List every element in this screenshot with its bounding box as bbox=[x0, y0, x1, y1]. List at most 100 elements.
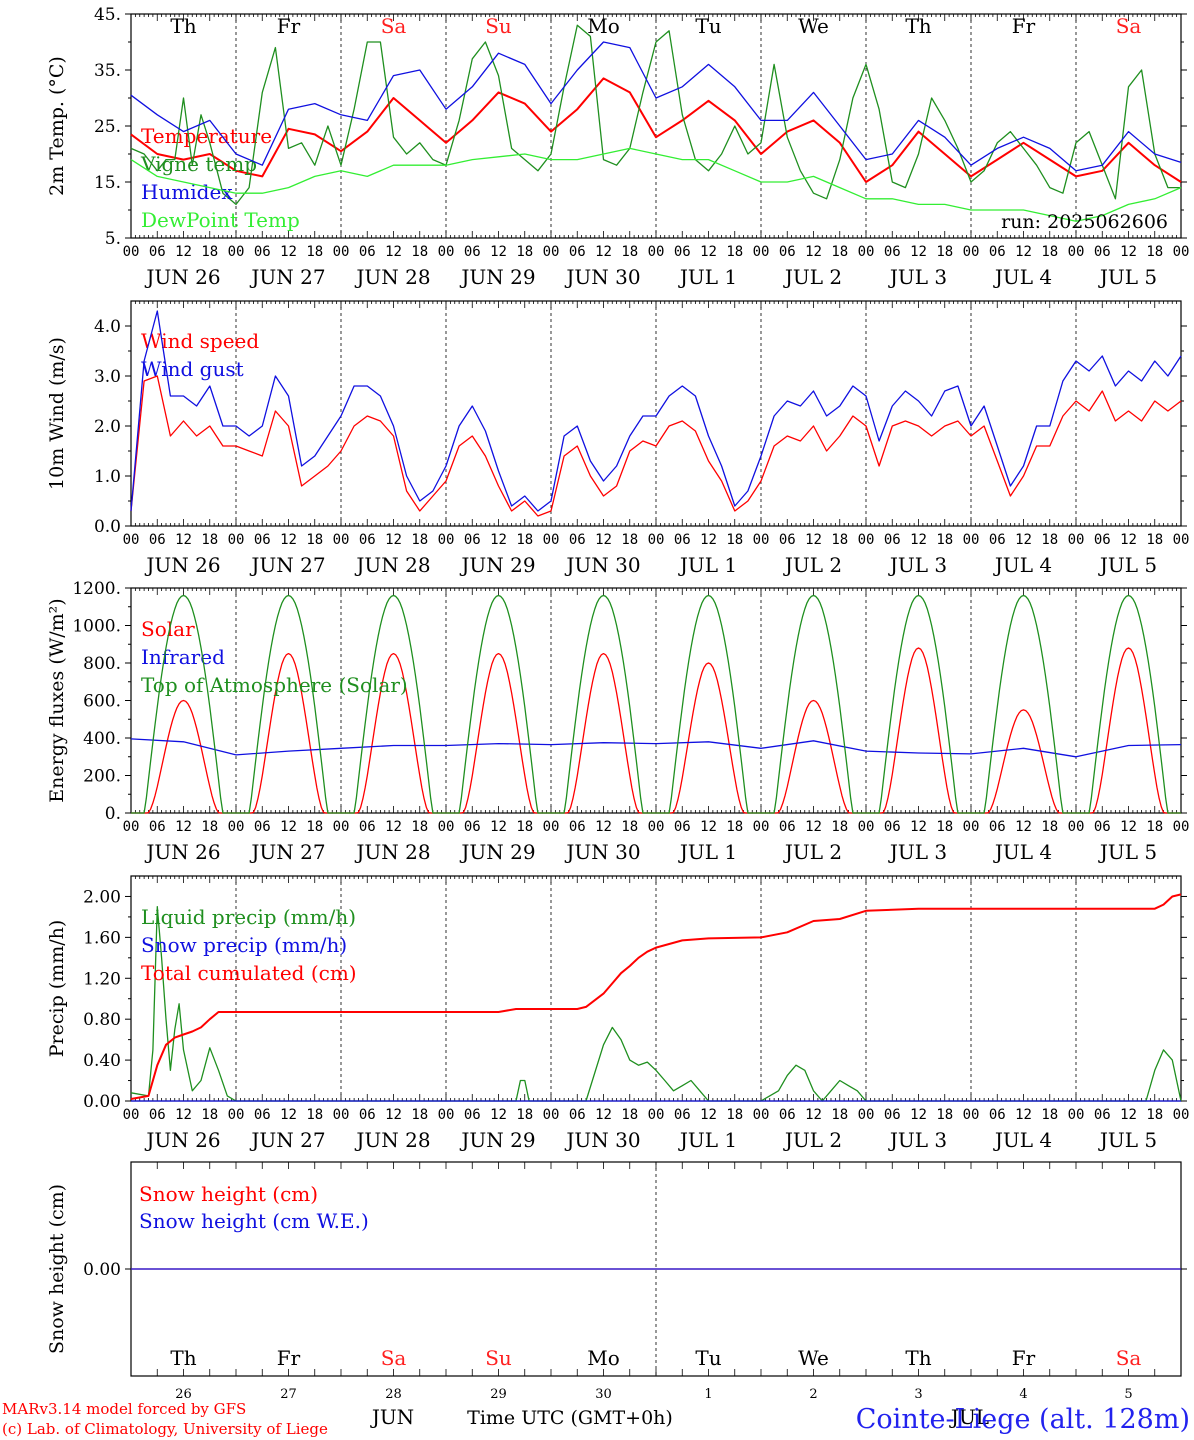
series-line-humidex bbox=[130, 41, 1182, 172]
x-hour-label: 00 bbox=[963, 244, 980, 260]
x-hour-label: 06 bbox=[884, 532, 901, 548]
weekday-label: Su bbox=[485, 14, 512, 38]
panel-5: 0.00 Snow height (cm) Th Fr Sa Su Mo Tu We Th Fr Sa… bbox=[46, 1161, 1187, 1402]
plot-frame bbox=[130, 300, 1182, 527]
x-hour-label: 00 bbox=[858, 244, 875, 260]
y-axis-title: Energy fluxes (W/m²) bbox=[46, 598, 68, 802]
x-hour-label: 06 bbox=[674, 244, 691, 260]
x-hour-label: 12 bbox=[385, 819, 402, 835]
legend-entry: Wind speed bbox=[141, 329, 259, 353]
legend-entry: Total cumulated (cm) bbox=[141, 961, 357, 985]
x-hour-label: 06 bbox=[1094, 244, 1111, 260]
x-date-label: JUL 3 bbox=[888, 840, 947, 864]
x-date-label: JUN 30 bbox=[564, 840, 640, 864]
x-hour-label: 00 bbox=[333, 819, 350, 835]
legend-entry: DewPoint Temp bbox=[141, 208, 300, 232]
x-date-label: JUN 26 bbox=[144, 265, 220, 289]
x-hour-label: 06 bbox=[359, 819, 376, 835]
x-date-label: JUL 1 bbox=[678, 265, 737, 289]
x-hour-label: 18 bbox=[201, 1107, 218, 1123]
x-hour-label: 18 bbox=[621, 244, 638, 260]
x-hour-label: 18 bbox=[726, 819, 743, 835]
plot-frame bbox=[130, 13, 1182, 239]
x-hour-label: 18 bbox=[516, 819, 533, 835]
x-hour-label: 06 bbox=[989, 244, 1006, 260]
model-credit-line1: MARv3.14 model forced by GFS bbox=[2, 1400, 246, 1418]
x-hour-label: 00 bbox=[753, 244, 770, 260]
x-hour-label: 18 bbox=[306, 532, 323, 548]
weekday-label: Sa bbox=[1116, 1346, 1142, 1370]
x-hour-label: 06 bbox=[359, 244, 376, 260]
x-date-label: JUN 26 bbox=[144, 553, 220, 577]
x-hour-label: 06 bbox=[989, 819, 1006, 835]
x-hour-label: 06 bbox=[884, 819, 901, 835]
x-date-label: JUL 5 bbox=[1098, 265, 1157, 289]
x-hour-label: 18 bbox=[516, 1107, 533, 1123]
station-label: Cointe-Liege (alt. 128m) bbox=[856, 1404, 1190, 1435]
x-hour-label: 00 bbox=[648, 819, 665, 835]
x-hour-label: 00 bbox=[1068, 819, 1085, 835]
x-hour-label: 12 bbox=[280, 1107, 297, 1123]
day-number-label: 29 bbox=[490, 1387, 507, 1402]
x-hour-label: 06 bbox=[779, 819, 796, 835]
x-hour-label: 12 bbox=[490, 244, 507, 260]
y-tick-label: 0.40 bbox=[83, 1051, 121, 1071]
x-hour-label: 06 bbox=[989, 1107, 1006, 1123]
weekday-label: Th bbox=[170, 1346, 196, 1370]
y-tick-label: 1.20 bbox=[83, 969, 121, 989]
x-hour-label: 06 bbox=[464, 244, 481, 260]
weekday-label: Mo bbox=[587, 14, 620, 38]
x-hour-label: 00 bbox=[858, 532, 875, 548]
y-tick-label: 600. bbox=[83, 692, 121, 712]
x-hour-label: 06 bbox=[464, 819, 481, 835]
y-tick-label: 0.00 bbox=[83, 1092, 121, 1112]
x-hour-label: 18 bbox=[1146, 532, 1163, 548]
x-hour-label: 18 bbox=[726, 532, 743, 548]
weekday-label: Su bbox=[485, 1346, 512, 1370]
x-hour-label: 00 bbox=[543, 532, 560, 548]
legend-entry: Top of Atmosphere (Solar) bbox=[141, 673, 408, 697]
weekday-label: Sa bbox=[1116, 14, 1142, 38]
x-hour-label: 18 bbox=[1041, 819, 1058, 835]
day-number-label: 26 bbox=[175, 1387, 192, 1402]
weekday-label: Tu bbox=[695, 1346, 721, 1370]
x-hour-label: 12 bbox=[1120, 244, 1137, 260]
day-number-label: 5 bbox=[1124, 1387, 1132, 1402]
series-line-liquid-precip-mm-h bbox=[130, 906, 1182, 1102]
x-hour-label: 12 bbox=[805, 819, 822, 835]
plot-frame bbox=[130, 587, 1182, 814]
x-date-label: JUL 5 bbox=[1098, 1128, 1157, 1152]
y-tick-label: 15. bbox=[94, 173, 121, 193]
x-date-label: JUL 1 bbox=[678, 1128, 737, 1152]
x-hour-label: 06 bbox=[779, 244, 796, 260]
x-hour-label: 06 bbox=[569, 819, 586, 835]
x-hour-label: 06 bbox=[989, 532, 1006, 548]
x-date-label: JUL 3 bbox=[888, 1128, 947, 1152]
x-hour-label: 12 bbox=[385, 244, 402, 260]
x-hour-label: 00 bbox=[228, 819, 245, 835]
x-hour-label: 00 bbox=[963, 819, 980, 835]
x-date-label: JUN 29 bbox=[459, 265, 535, 289]
x-hour-label: 12 bbox=[1015, 532, 1032, 548]
x-hour-label: 12 bbox=[490, 532, 507, 548]
x-hour-label: 12 bbox=[385, 532, 402, 548]
y-tick-label: 25. bbox=[94, 117, 121, 137]
day-number-label: 4 bbox=[1019, 1387, 1027, 1402]
x-date-label: JUN 27 bbox=[249, 553, 325, 577]
x-hour-label: 12 bbox=[805, 1107, 822, 1123]
x-hour-label: 00 bbox=[438, 532, 455, 548]
panel-4: 0.00 0.40 0.80 1.20 1.60 2.00 Precip (mm/h) 00 0… bbox=[46, 875, 1189, 1152]
weekday-label: Fr bbox=[1012, 14, 1036, 38]
x-hour-label: 18 bbox=[831, 819, 848, 835]
x-hour-label: 00 bbox=[543, 1107, 560, 1123]
x-hour-label: 12 bbox=[910, 1107, 927, 1123]
legend-entry: Humidex bbox=[141, 180, 233, 204]
weekday-label: Th bbox=[905, 1346, 931, 1370]
day-number-label: 27 bbox=[280, 1387, 297, 1402]
x-date-label: JUL 4 bbox=[993, 265, 1052, 289]
legend-entry: Liquid precip (mm/h) bbox=[141, 905, 356, 929]
x-hour-label: 06 bbox=[569, 532, 586, 548]
x-date-label: JUN 27 bbox=[249, 265, 325, 289]
x-hour-label: 12 bbox=[385, 1107, 402, 1123]
y-tick-label: 0.00 bbox=[83, 1260, 121, 1280]
